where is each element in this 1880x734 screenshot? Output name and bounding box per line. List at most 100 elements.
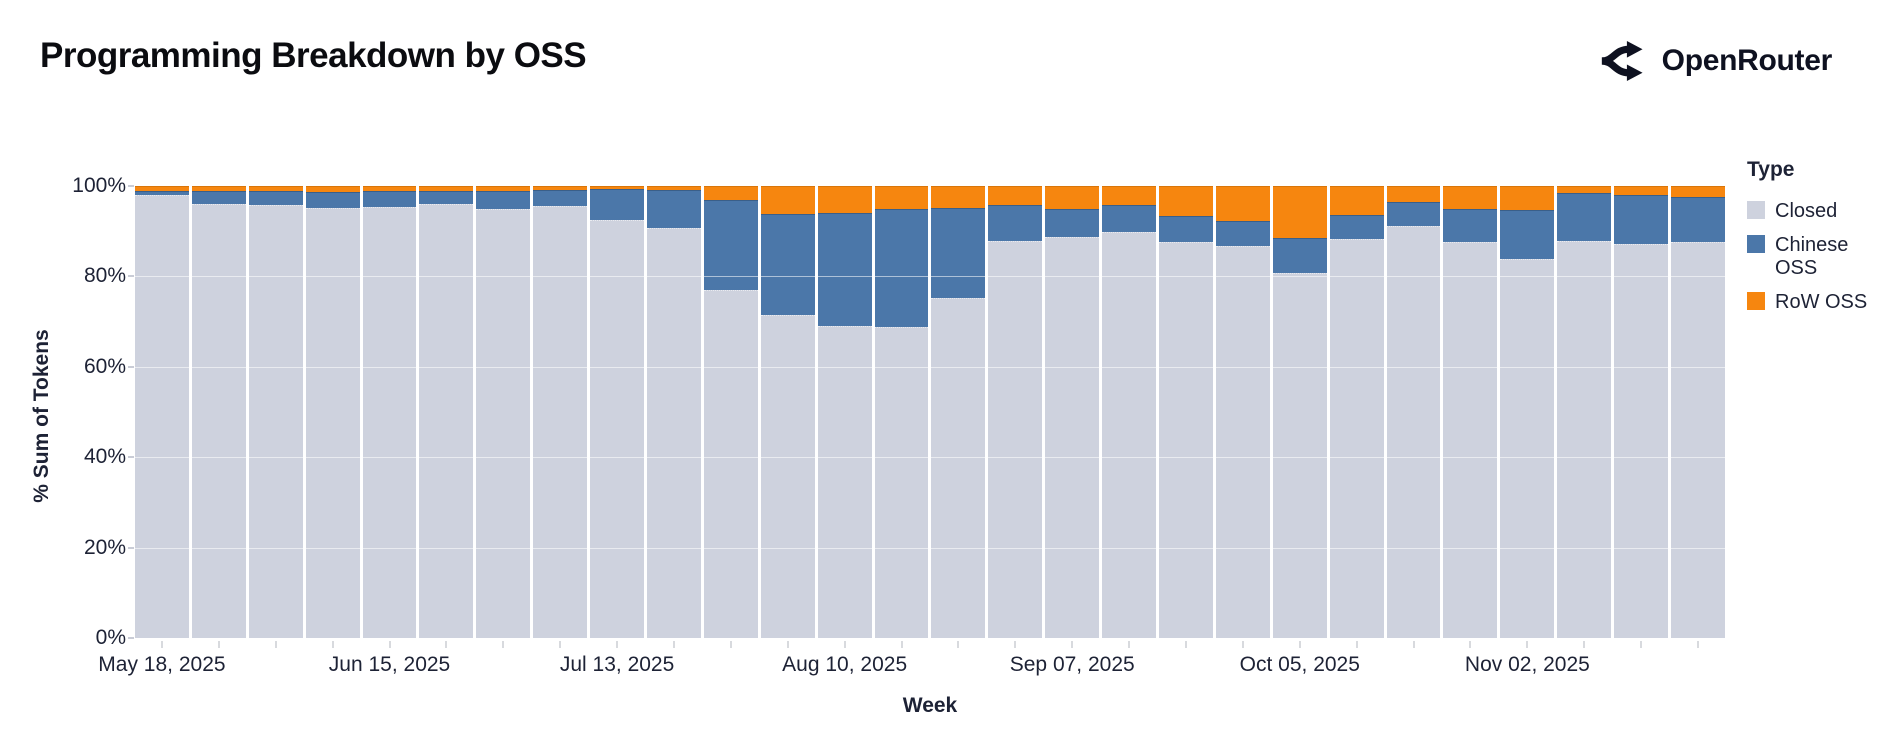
x-tick-mark — [1185, 641, 1188, 648]
legend-item: Chinese OSS — [1747, 234, 1872, 280]
bar-segment-row_oss — [1215, 186, 1270, 221]
y-axis-title: % Sum of Tokens — [30, 329, 53, 503]
bar-segment-row_oss — [817, 186, 872, 214]
bar-segment-chinese_oss — [419, 190, 474, 205]
bar-week — [988, 186, 1043, 638]
bar-segment-row_oss — [931, 186, 986, 208]
x-tick-mark — [1469, 641, 1472, 648]
x-tick-mark — [1526, 641, 1529, 648]
legend-swatch-chinese_oss — [1747, 235, 1765, 253]
bar-segment-row_oss — [1386, 185, 1441, 202]
bar-week — [533, 186, 588, 638]
y-tick-label: 60% — [83, 354, 126, 378]
x-tick-mark — [729, 641, 732, 648]
bar-week — [1272, 186, 1327, 638]
x-tick-mark — [900, 641, 903, 648]
bar-segment-closed — [1272, 273, 1327, 638]
bar-segment-closed — [248, 205, 303, 638]
bar-week — [647, 185, 701, 638]
y-tick-label: 20% — [83, 535, 126, 559]
bar-week — [1159, 186, 1213, 638]
bar-segment-row_oss — [703, 186, 758, 201]
bar-week — [817, 186, 872, 638]
bar-segment-chinese_oss — [1272, 237, 1327, 274]
x-tick-mark — [1640, 641, 1643, 648]
legend-title: Type — [1747, 158, 1795, 181]
bar-segment-closed — [1329, 239, 1384, 638]
brand: OpenRouter — [1598, 36, 1832, 86]
bar-segment-closed — [1215, 245, 1270, 638]
plot-area — [135, 185, 1725, 638]
bar-segment-row_oss — [305, 186, 360, 193]
bar-segment-row_oss — [1614, 186, 1669, 195]
legend-label: Chinese OSS — [1775, 234, 1849, 279]
y-tick-mark — [128, 275, 134, 278]
x-tick-label: May 18, 2025 — [98, 653, 226, 676]
x-tick-mark — [1128, 641, 1131, 648]
bar-segment-chinese_oss — [1045, 208, 1100, 237]
bar-segment-chinese_oss — [647, 189, 701, 228]
bar-segment-closed — [362, 207, 417, 638]
bar-segment-row_oss — [1557, 186, 1612, 194]
bar-week — [419, 186, 474, 638]
bar-segment-closed — [760, 314, 815, 638]
bar-segment-closed — [533, 205, 588, 638]
bar-segment-chinese_oss — [988, 205, 1043, 242]
bar-segment-row_oss — [419, 186, 474, 191]
x-tick-mark — [1298, 641, 1301, 648]
bar-segment-row_oss — [1159, 186, 1213, 216]
y-tick-mark — [128, 546, 134, 549]
bar-segment-row_oss — [135, 186, 189, 191]
bar-segment-row_oss — [874, 185, 929, 210]
bar-segment-chinese_oss — [1102, 204, 1157, 232]
bar-segment-closed — [1045, 236, 1100, 638]
legend-label: RoW OSS — [1775, 291, 1868, 313]
bar-segment-chinese_oss — [1557, 193, 1612, 241]
x-tick-label: Sep 07, 2025 — [1009, 653, 1135, 676]
bar-segment-row_oss — [191, 186, 246, 191]
bar-segment-closed — [1386, 225, 1441, 638]
bar-segment-chinese_oss — [1671, 197, 1725, 242]
bar-week — [476, 186, 531, 638]
bar-week — [1329, 186, 1384, 638]
bar-segment-chinese_oss — [1614, 194, 1669, 245]
bar-segment-closed — [703, 289, 758, 638]
y-tick-label: 0% — [95, 626, 126, 649]
y-tick-mark — [128, 185, 134, 187]
bar-segment-closed — [1557, 241, 1612, 638]
bar-week — [305, 186, 360, 638]
x-tick-mark — [502, 641, 505, 648]
bar-segment-closed — [191, 204, 246, 638]
bar-week — [1614, 186, 1669, 638]
bar-segment-chinese_oss — [362, 190, 417, 208]
bar-segment-chinese_oss — [760, 214, 815, 315]
bar-segment-row_oss — [533, 186, 588, 190]
bar-segment-chinese_oss — [533, 189, 588, 206]
bar-week — [760, 186, 815, 638]
bar-segment-row_oss — [1443, 186, 1498, 209]
bar-segment-row_oss — [1102, 186, 1157, 205]
bar-week — [135, 186, 189, 638]
x-tick-label: Jul 13, 2025 — [559, 653, 675, 676]
legend: Type Closed Chinese OSS RoW OSS — [1747, 158, 1872, 325]
brand-name: OpenRouter — [1661, 44, 1833, 77]
bar-segment-chinese_oss — [590, 188, 645, 220]
bar-segment-chinese_oss — [1329, 215, 1384, 240]
bar-segment-row_oss — [1045, 186, 1100, 209]
bar-week — [1386, 185, 1441, 638]
x-tick-mark — [786, 641, 789, 648]
bar-week — [1102, 186, 1157, 638]
bar-week — [1045, 186, 1100, 638]
bar-week — [874, 185, 929, 638]
x-tick-label: Aug 10, 2025 — [782, 653, 908, 676]
bar-segment-closed — [135, 195, 189, 638]
x-tick-mark — [331, 641, 334, 648]
bar-segment-closed — [1614, 244, 1669, 638]
x-axis-title: Week — [902, 694, 958, 717]
bar-segment-closed — [874, 326, 929, 638]
bar-segment-closed — [817, 325, 872, 638]
bar-segment-chinese_oss — [305, 192, 360, 208]
bar-segment-closed — [988, 241, 1043, 638]
